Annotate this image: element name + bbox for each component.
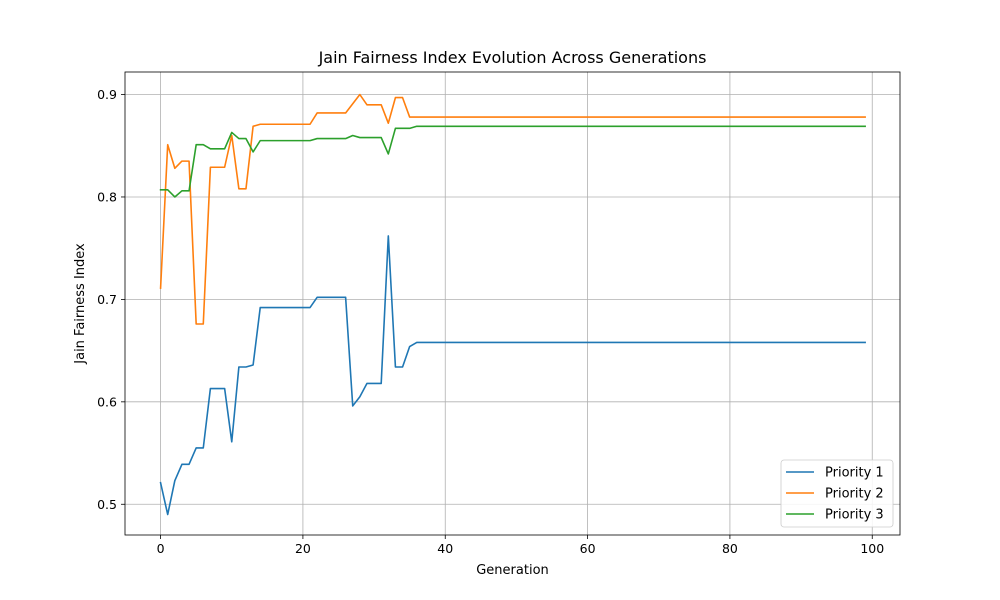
series-lines — [159, 93, 866, 516]
gridlines — [125, 72, 900, 535]
y-tick-label: 0.7 — [97, 292, 117, 307]
x-tick-label: 0 — [157, 541, 165, 556]
x-tick-label: 60 — [580, 541, 596, 556]
y-tick-label: 0.6 — [97, 394, 117, 409]
x-axis-label: Generation — [476, 563, 549, 578]
x-tick-label: 40 — [437, 541, 453, 556]
series-line-priority-2 — [159, 93, 866, 325]
legend-label-priority-1: Priority 1 — [825, 466, 884, 481]
legend-label-priority-3: Priority 3 — [825, 508, 884, 523]
y-tick-label: 0.8 — [97, 189, 117, 204]
x-tick-label: 80 — [722, 541, 738, 556]
chart-title: Jain Fairness Index Evolution Across Gen… — [318, 48, 707, 67]
legend-box — [780, 459, 894, 528]
series-line-priority-1 — [159, 235, 866, 516]
y-axis-label: Jain Fairness Index — [73, 243, 88, 365]
axis-ticks: 0 20 40 60 80 100 0.5 0.6 0.7 0.8 0.9 — [97, 87, 884, 556]
y-tick-label: 0.9 — [97, 87, 117, 102]
series-line-priority-3 — [159, 125, 866, 198]
legend-label-priority-2: Priority 2 — [825, 487, 884, 502]
plot-area-frame — [124, 71, 901, 536]
y-tick-label: 0.5 — [97, 497, 117, 512]
x-tick-label: 100 — [860, 541, 884, 556]
legend: Priority 1 Priority 2 Priority 3 — [780, 459, 894, 528]
x-tick-label: 20 — [295, 541, 311, 556]
